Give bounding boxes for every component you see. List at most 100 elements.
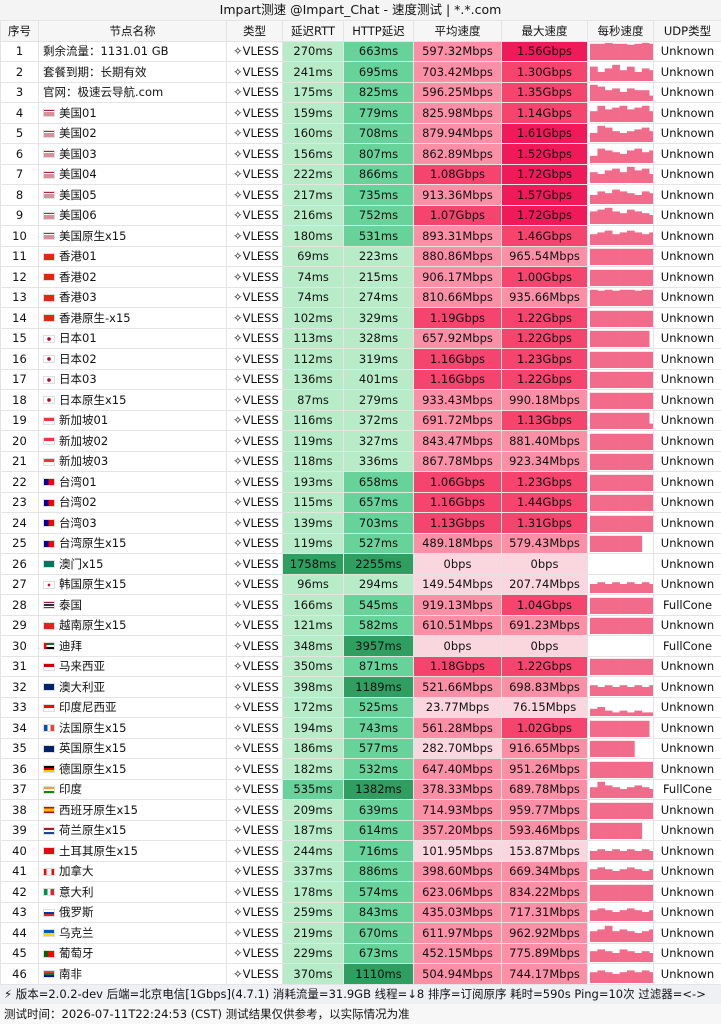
col-rtt[interactable]: 延迟RTT	[282, 20, 344, 42]
avg-speed-value-text: 357.20Mbps	[422, 823, 493, 838]
us-flag-icon	[43, 232, 55, 241]
table-row[interactable]: 17 日本03 ✧VLESS 136ms 401ms 1.16Gbps 1.22Gbps Un…	[0, 368, 721, 390]
sparkline-bar	[634, 170, 643, 184]
table-row[interactable]: 35 英国原生x15 ✧VLESS 186ms 577ms 282.70Mbps 916.6…	[0, 737, 721, 759]
udp-type-value: Unknown	[653, 471, 721, 493]
sparkline-bar	[604, 43, 613, 61]
node-name-label: 乌克兰	[59, 925, 94, 940]
per-second-speed	[587, 286, 654, 308]
col-max-speed[interactable]: 最大速度	[501, 20, 588, 42]
col-type[interactable]: 类型	[226, 20, 283, 42]
http-latency-value-text: 807ms	[358, 146, 399, 161]
table-row[interactable]: 4 美国01 ✧VLESS 159ms 779ms 825.98Mbps 1.14Gbps U…	[0, 102, 721, 124]
table-row[interactable]: 16 日本02 ✧VLESS 112ms 319ms 1.16Gbps 1.23Gbps Un…	[0, 348, 721, 370]
rtt-value: 216ms	[282, 204, 344, 226]
table-row[interactable]: 14 香港原生-x15 ✧VLESS 102ms 329ms 1.19Gbps 1.22Gb…	[0, 307, 721, 329]
col-per-second-speed[interactable]: 每秒速度	[587, 20, 654, 42]
col-udp-type[interactable]: UDP类型	[653, 20, 721, 42]
node-name-label: 新加坡01	[59, 413, 109, 428]
sparkline-bar	[597, 659, 606, 676]
table-row[interactable]: 8 美国05 ✧VLESS 217ms 735ms 913.36Mbps 1.57Gbps U…	[0, 184, 721, 206]
avg-speed-value: 0bps	[413, 553, 502, 575]
avg-speed-value: 1.16Gbps	[413, 368, 502, 390]
sparkline-bar	[604, 392, 613, 409]
col-avg-speed[interactable]: 平均速度	[413, 20, 502, 42]
sparkline-bar	[641, 310, 650, 327]
avg-speed-value-text: 521.66Mbps	[422, 679, 493, 694]
table-row[interactable]: 29 越南原生x15 ✧VLESS 121ms 582ms 610.51Mbps 691.2…	[0, 614, 721, 636]
table-row[interactable]: 34 法国原生x15 ✧VLESS 194ms 743ms 561.28Mbps 1.02G…	[0, 717, 721, 739]
table-row[interactable]: 38 西班牙原生x15 ✧VLESS 209ms 639ms 714.93Mbps 959.…	[0, 799, 721, 821]
table-row[interactable]: 22 台湾01 ✧VLESS 193ms 658ms 1.06Gbps 1.23Gbps Un…	[0, 471, 721, 493]
node-type: ✧VLESS	[226, 799, 283, 821]
table-row[interactable]: 18 日本原生x15 ✧VLESS 87ms 279ms 933.43Mbps 990.18…	[0, 389, 721, 411]
node-type-text: ✧VLESS	[233, 700, 279, 715]
sparkline-bar	[619, 850, 628, 860]
col-index[interactable]: 序号	[0, 20, 39, 42]
row-index-text: 5	[15, 126, 24, 141]
row-index: 3	[0, 81, 39, 103]
sparkline-bar	[604, 90, 613, 102]
sparkline-bar	[612, 413, 620, 430]
rtt-value-text: 121ms	[293, 618, 333, 633]
rtt-value-text: 216ms	[293, 208, 333, 223]
sparkline-bar	[597, 949, 606, 963]
col-http-latency[interactable]: HTTP延迟	[343, 20, 414, 42]
max-speed-value-text: 834.22Mbps	[509, 884, 580, 899]
node-name: 澳门x15	[38, 553, 227, 575]
per-second-speed	[587, 696, 654, 718]
table-row[interactable]: 12 香港02 ✧VLESS 74ms 215ms 906.17Mbps 1.00Gbps U…	[0, 266, 721, 288]
sparkline-bar	[641, 127, 650, 143]
table-row[interactable]: 46 南非 ✧VLESS 370ms 1110ms 504.94Mbps 744.17Mbp…	[0, 963, 721, 985]
table-row[interactable]: 27 韩国原生x15 ✧VLESS 96ms 294ms 149.54Mbps 207.74…	[0, 573, 721, 595]
table-row[interactable]: 9 美国06 ✧VLESS 216ms 752ms 1.07Gbps 1.72Gbps Unk…	[0, 204, 721, 226]
table-row[interactable]: 15 日本01 ✧VLESS 113ms 328ms 657.92Mbps 1.22Gbps…	[0, 327, 721, 349]
table-row[interactable]: 36 德国原生x15 ✧VLESS 182ms 532ms 647.40Mbps 951.2…	[0, 758, 721, 780]
sparkline-bar	[641, 331, 650, 348]
sparkline-bar	[627, 659, 635, 676]
table-row[interactable]: 41 加拿大 ✧VLESS 337ms 886ms 398.60Mbps 669.34Mbp…	[0, 860, 721, 882]
table-row[interactable]: 5 美国02 ✧VLESS 160ms 708ms 879.94Mbps 1.61Gbps U…	[0, 122, 721, 144]
table-row[interactable]: 23 台湾02 ✧VLESS 115ms 657ms 1.16Gbps 1.44Gbps Un…	[0, 491, 721, 513]
table-row[interactable]: 31 马来西亚 ✧VLESS 350ms 871ms 1.18Gbps 1.22Gbps Un…	[0, 655, 721, 677]
node-type-text: ✧VLESS	[233, 556, 279, 571]
rtt-value: 74ms	[282, 286, 344, 308]
table-row[interactable]: 20 新加坡02 ✧VLESS 119ms 327ms 843.47Mbps 881.40M…	[0, 430, 721, 452]
avg-speed-value: 879.94Mbps	[413, 122, 502, 144]
table-row[interactable]: 37 印度 ✧VLESS 535ms 1382ms 378.33Mbps 689.78Mbp…	[0, 778, 721, 800]
table-row[interactable]: 43 俄罗斯 ✧VLESS 259ms 843ms 435.03Mbps 717.31Mbp…	[0, 901, 721, 923]
sparkline-bar	[634, 129, 643, 143]
table-row[interactable]: 1 剩余流量：1131.01 GB ✧VLESS 270ms 663ms 597.32Mb…	[0, 40, 721, 62]
sparkline-bar	[634, 351, 643, 368]
table-row[interactable]: 19 新加坡01 ✧VLESS 116ms 372ms 691.72Mbps 1.13Gbp…	[0, 409, 721, 431]
avg-speed-value: 1.18Gbps	[413, 655, 502, 677]
table-row[interactable]: 13 香港03 ✧VLESS 74ms 274ms 810.66Mbps 935.66Mbp…	[0, 286, 721, 308]
table-row[interactable]: 10 美国原生x15 ✧VLESS 180ms 531ms 893.31Mbps 1.46G…	[0, 225, 721, 247]
udp-type-value: Unknown	[653, 266, 721, 288]
col-node-name[interactable]: 节点名称	[38, 20, 227, 42]
table-row[interactable]: 26 澳门x15 ✧VLESS 1758ms 2255ms 0bps 0bps Unknown	[0, 553, 721, 575]
table-row[interactable]: 44 乌克兰 ✧VLESS 219ms 670ms 611.97Mbps 962.92Mbp…	[0, 922, 721, 944]
table-row[interactable]: 33 印度尼西亚 ✧VLESS 172ms 525ms 23.77Mbps 76.15Mbp…	[0, 696, 721, 718]
sparkline-bar	[597, 536, 606, 553]
table-row[interactable]: 28 泰国 ✧VLESS 166ms 545ms 919.13Mbps 1.04Gbps Fu…	[0, 594, 721, 616]
table-row[interactable]: 2 套餐到期：长期有效 ✧VLESS 241ms 695ms 703.42Mbps 1.30…	[0, 61, 721, 83]
table-row[interactable]: 7 美国04 ✧VLESS 222ms 866ms 1.08Gbps 1.72Gbps Unk…	[0, 163, 721, 185]
table-row[interactable]: 11 香港01 ✧VLESS 69ms 223ms 880.86Mbps 965.54Mbp…	[0, 245, 721, 267]
table-row[interactable]: 45 葡萄牙 ✧VLESS 229ms 673ms 452.15Mbps 775.89Mbp…	[0, 942, 721, 964]
table-row[interactable]: 6 美国03 ✧VLESS 156ms 807ms 862.89Mbps 1.52Gbps U…	[0, 143, 721, 165]
table-row[interactable]: 25 台湾原生x15 ✧VLESS 119ms 527ms 489.18Mbps 579.4…	[0, 532, 721, 554]
node-name-label: 葡萄牙	[59, 946, 94, 961]
sparkline-bar	[649, 131, 653, 143]
table-row[interactable]: 32 澳大利亚 ✧VLESS 398ms 1189ms 521.66Mbps 698.83M…	[0, 676, 721, 698]
node-type-text: ✧VLESS	[233, 167, 279, 182]
table-row[interactable]: 21 新加坡03 ✧VLESS 118ms 336ms 867.78Mbps 923.34M…	[0, 450, 721, 472]
table-row[interactable]: 30 迪拜 ✧VLESS 348ms 3957ms 0bps 0bps FullCone	[0, 635, 721, 657]
table-row[interactable]: 40 土耳其原生x15 ✧VLESS 244ms 716ms 101.95Mbps 153.…	[0, 840, 721, 862]
table-row[interactable]: 42 意大利 ✧VLESS 178ms 574ms 623.06Mbps 834.22Mbp…	[0, 881, 721, 903]
sparkline-bar	[612, 372, 620, 389]
table-row[interactable]: 39 荷兰原生x15 ✧VLESS 187ms 614ms 357.20Mbps 593.4…	[0, 819, 721, 841]
table-row[interactable]: 3 官网：极速云导航.com ✧VLESS 175ms 825ms 596.25Mbps 1…	[0, 81, 721, 103]
table-row[interactable]: 24 台湾03 ✧VLESS 139ms 703ms 1.13Gbps 1.31Gbps Un…	[0, 512, 721, 534]
http-latency-value-text: 532ms	[358, 761, 399, 776]
